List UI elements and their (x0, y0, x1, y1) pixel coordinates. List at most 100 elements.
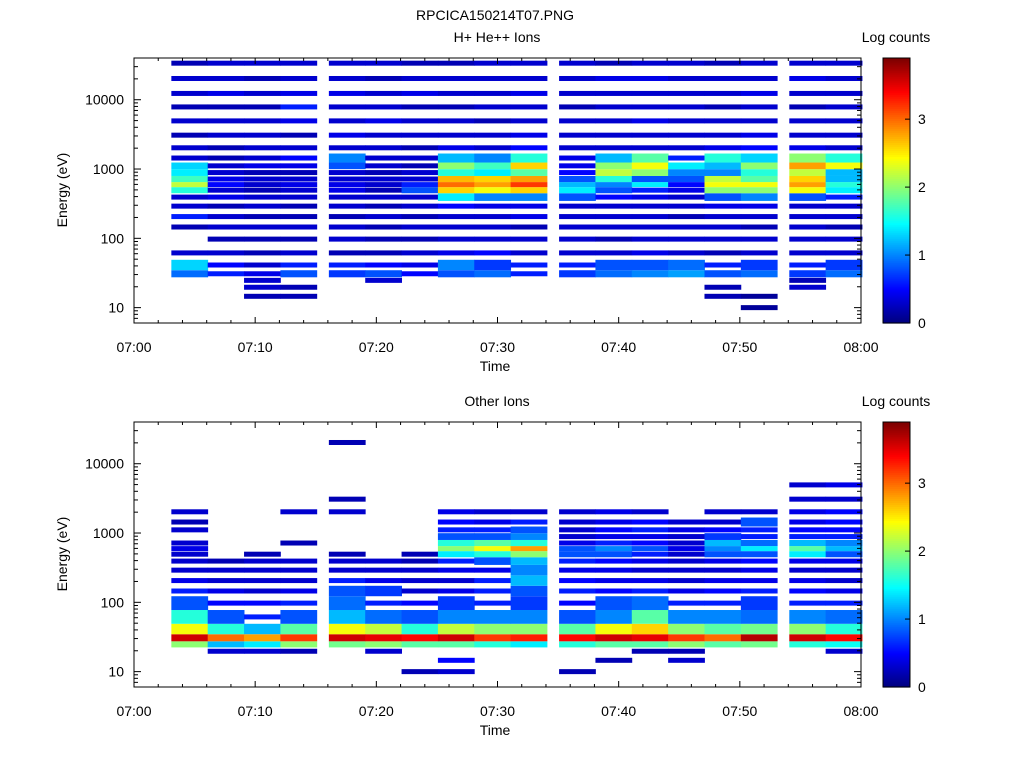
colorbar-segment (883, 634, 910, 638)
colorbar-segment (883, 64, 910, 67)
heatmap-cell (510, 236, 548, 242)
colorbar-segment (883, 454, 910, 457)
heatmap-cell (510, 90, 548, 96)
colorbar: 0 1 2 3 (882, 421, 926, 695)
colorbar-segment (883, 182, 910, 186)
colorbar-segment (883, 574, 910, 578)
heatmap-cell (171, 540, 209, 546)
heatmap-cell (437, 187, 475, 194)
heatmap-cell (510, 519, 548, 525)
heatmap-cell (474, 214, 512, 220)
colorbar-segment (883, 554, 910, 558)
colorbar-segment (883, 218, 910, 222)
heatmap-cell (789, 534, 827, 540)
heatmap-cell (704, 293, 742, 299)
heatmap-cell (207, 558, 245, 564)
colorbar-segment (883, 234, 910, 238)
x-tick-label: 07:20 (359, 339, 394, 355)
colorbar-segment (883, 244, 910, 248)
colorbar-segment (883, 522, 910, 525)
colorbar-segment (883, 610, 910, 614)
heatmap-cell (474, 182, 512, 188)
colorbar-segment (883, 498, 910, 501)
heatmap-cell (244, 578, 281, 584)
heatmap-cell (631, 623, 669, 635)
heatmap-cell (595, 588, 633, 594)
colorbar-segment (883, 598, 910, 602)
colorbar-segment (883, 314, 910, 318)
heatmap-cell (740, 567, 778, 573)
heatmap-cell (328, 118, 366, 124)
heatmap-cell (207, 163, 245, 169)
heatmap-cell (244, 567, 281, 573)
heatmap-cell (401, 600, 439, 606)
heatmap-cell (474, 527, 512, 533)
colorbar-tick-label: 2 (918, 543, 926, 559)
heatmap-cell (631, 203, 669, 209)
colorbar-tick-label: 3 (918, 111, 926, 127)
heatmap-cell (437, 60, 475, 66)
heatmap-cell (401, 75, 439, 81)
heatmap-cell (631, 250, 669, 256)
heatmap-cell (595, 596, 633, 611)
colorbar-segment (883, 224, 910, 228)
heatmap-cell (474, 270, 512, 278)
heatmap-cell (825, 270, 863, 278)
heatmap-cell (825, 567, 863, 573)
heatmap-cell (365, 170, 402, 176)
heatmap-cell (171, 270, 209, 278)
heatmap-cell (595, 270, 633, 278)
heatmap-cell (244, 224, 281, 230)
colorbar-segment (883, 164, 910, 168)
colorbar-segment (883, 620, 910, 624)
colorbar-segment (883, 274, 910, 278)
colorbar-segment (883, 152, 910, 155)
heatmap-cell (740, 588, 778, 594)
colorbar-segment (883, 200, 910, 204)
heatmap-cell (437, 118, 475, 124)
heatmap-cell (207, 641, 245, 648)
heatmap-cell (631, 648, 669, 654)
heatmap-cell (704, 203, 742, 209)
heatmap-cell (510, 634, 548, 642)
heatmap-cell (365, 145, 402, 151)
colorbar-segment (883, 540, 910, 544)
heatmap-cells (171, 439, 863, 675)
colorbar-segment (883, 228, 910, 232)
heatmap-cell (401, 182, 439, 188)
heatmap-cell (244, 90, 281, 96)
heatmap-cell (740, 641, 778, 648)
colorbar-segment (883, 426, 910, 429)
heatmap-cell (825, 509, 863, 515)
heatmap-cell (474, 546, 512, 552)
heatmap-cell (825, 551, 863, 558)
heatmap-cells (171, 60, 863, 311)
heatmap-cell (789, 496, 827, 502)
heatmap-cell (365, 270, 402, 278)
colorbar-segment (883, 684, 910, 688)
heatmap-cell (437, 567, 475, 573)
heatmap-cell (668, 551, 705, 557)
heatmap-cell (244, 551, 281, 557)
heatmap-cell (631, 132, 669, 138)
heatmap-cell (704, 509, 742, 515)
heatmap-cell (704, 284, 742, 290)
heatmap-cell (171, 527, 209, 533)
heatmap-cell (595, 104, 633, 110)
heatmap-cell (365, 60, 402, 66)
heatmap-cell (559, 527, 596, 533)
heatmap-cell (474, 162, 512, 170)
heatmap-cell (595, 182, 633, 188)
colorbar-segment (883, 666, 910, 670)
heatmap-cell (171, 578, 209, 584)
colorbar-segment (883, 668, 910, 672)
heatmap-cell (825, 182, 863, 188)
heatmap-cell (668, 657, 705, 663)
colorbar-segment (883, 250, 910, 254)
heatmap-cell (328, 236, 366, 242)
heatmap-cell (328, 132, 366, 138)
heatmap-cell (437, 203, 475, 209)
colorbar-segment (883, 472, 910, 475)
heatmap-cell (668, 155, 705, 161)
heatmap-cell (474, 250, 512, 256)
